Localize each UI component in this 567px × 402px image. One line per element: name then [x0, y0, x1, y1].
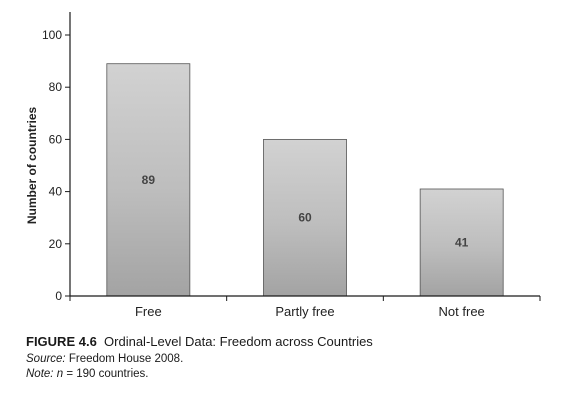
x-category-label: Partly free — [275, 304, 334, 319]
note-text: = 190 countries. — [66, 368, 149, 380]
bar-value-label: 89 — [142, 173, 156, 187]
bar-not-free — [419, 188, 504, 297]
y-tick-label: 40 — [49, 185, 63, 199]
source-label: Source: — [26, 353, 66, 365]
x-category-label: Not free — [439, 304, 485, 319]
y-tick-label: 60 — [49, 132, 63, 146]
bar-value-label: 41 — [455, 235, 469, 249]
y-tick-label: 20 — [49, 237, 63, 251]
y-tick-label: 100 — [42, 28, 62, 42]
x-category-label: Free — [135, 304, 162, 319]
figure-caption: FIGURE 4.6 Ordinal-Level Data: Freedom a… — [26, 334, 556, 383]
source-text: Freedom House 2008. — [68, 353, 184, 365]
y-axis-title: Number of countries — [25, 107, 39, 225]
figure-title: FIGURE 4.6 Ordinal-Level Data: Freedom a… — [26, 334, 556, 349]
bar-value-label: 60 — [298, 211, 312, 225]
bar-partly-free — [263, 138, 347, 297]
y-tick-label: 80 — [49, 80, 63, 94]
note-label: Note: — [26, 368, 54, 380]
figure-title-text: Ordinal-Level Data: Freedom across Count… — [104, 334, 373, 349]
figure-source: Source: Freedom House 2008. — [26, 353, 556, 365]
bar-chart: 0 20 40 60 80 100 Number of countries Free 89 Par… — [25, 12, 541, 319]
figure-note: Note: n = 190 countries. — [26, 368, 556, 380]
bar-free — [106, 63, 191, 297]
figure-number: FIGURE 4.6 — [26, 334, 97, 349]
note-n: n — [56, 368, 64, 380]
y-tick-label: 0 — [55, 289, 62, 303]
